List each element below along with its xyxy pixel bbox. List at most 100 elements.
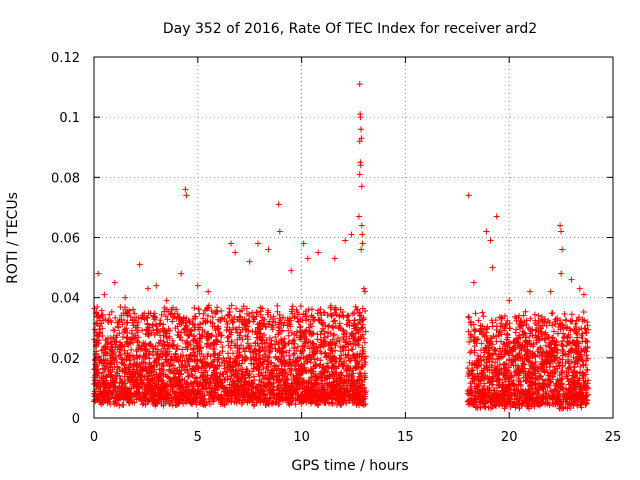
data-point — [331, 340, 338, 347]
data-point — [553, 363, 560, 370]
data-point — [219, 344, 226, 351]
data-point — [552, 346, 559, 353]
data-point — [212, 374, 219, 381]
data-point — [552, 400, 559, 407]
data-point — [146, 359, 153, 366]
data-point — [188, 368, 195, 375]
data-point — [257, 356, 264, 363]
data-point — [218, 332, 225, 339]
data-point — [350, 366, 357, 373]
data-point — [296, 393, 303, 400]
data-point — [326, 379, 333, 386]
data-point — [492, 359, 499, 366]
data-point — [261, 332, 268, 339]
data-point — [201, 328, 208, 335]
data-point — [153, 371, 160, 378]
data-point — [133, 327, 140, 334]
data-point — [326, 400, 333, 407]
data-point — [123, 325, 130, 332]
data-point — [318, 350, 325, 357]
data-point — [171, 380, 178, 387]
data-point — [545, 377, 552, 384]
data-point — [185, 331, 192, 338]
data-point — [472, 338, 479, 345]
data-point — [121, 378, 128, 385]
data-point — [470, 401, 477, 408]
data-point — [361, 370, 368, 377]
data-point — [498, 320, 505, 327]
data-point — [100, 356, 107, 363]
data-point — [214, 378, 221, 385]
data-point — [481, 383, 488, 390]
data-point — [189, 397, 196, 404]
data-point — [521, 365, 528, 372]
data-point — [109, 390, 116, 397]
data-point — [177, 334, 184, 341]
data-point — [318, 312, 325, 319]
data-point — [516, 391, 523, 398]
data-point — [362, 328, 369, 335]
data-point — [550, 353, 557, 360]
data-point — [492, 402, 499, 409]
data-point — [211, 385, 218, 392]
data-point — [468, 397, 475, 404]
data-point — [141, 316, 148, 323]
data-point — [310, 330, 317, 337]
data-point — [303, 308, 310, 315]
data-point — [144, 321, 151, 328]
data-point — [206, 398, 213, 405]
data-point — [212, 327, 219, 334]
data-point — [494, 371, 501, 378]
data-point — [121, 329, 128, 336]
data-point — [358, 246, 365, 253]
data-point — [115, 324, 122, 331]
data-point — [515, 375, 522, 382]
data-point — [318, 377, 325, 384]
data-point — [100, 378, 107, 385]
data-point — [548, 310, 555, 317]
data-point — [523, 321, 530, 328]
data-point — [129, 352, 136, 359]
data-point — [560, 330, 567, 337]
data-point — [516, 345, 523, 352]
data-point — [322, 388, 329, 395]
data-point — [176, 377, 183, 384]
data-point — [545, 399, 552, 406]
data-point — [122, 328, 129, 335]
data-point — [358, 353, 365, 360]
data-point — [357, 372, 364, 379]
data-point — [528, 327, 535, 334]
data-point — [186, 363, 193, 370]
data-point — [289, 391, 296, 398]
data-point — [180, 327, 187, 334]
data-point — [232, 372, 239, 379]
data-point — [489, 264, 496, 271]
data-point — [504, 330, 511, 337]
data-point — [549, 322, 556, 329]
data-point — [153, 321, 160, 328]
data-point — [210, 358, 217, 365]
data-point — [486, 379, 493, 386]
data-point — [234, 329, 241, 336]
data-point — [114, 370, 121, 377]
data-point — [117, 339, 124, 346]
data-point — [133, 396, 140, 403]
data-point — [183, 392, 190, 399]
data-point — [195, 324, 202, 331]
data-point — [305, 380, 312, 387]
data-point — [525, 388, 532, 395]
data-point — [486, 338, 493, 345]
data-point — [140, 394, 147, 401]
data-point — [293, 332, 300, 339]
data-point — [253, 313, 260, 320]
data-point — [260, 375, 267, 382]
data-point — [554, 317, 561, 324]
data-point — [256, 377, 263, 384]
data-point — [246, 318, 253, 325]
data-point — [548, 349, 555, 356]
data-point — [359, 305, 366, 312]
data-point — [296, 334, 303, 341]
data-point — [493, 213, 500, 220]
data-point — [504, 317, 511, 324]
